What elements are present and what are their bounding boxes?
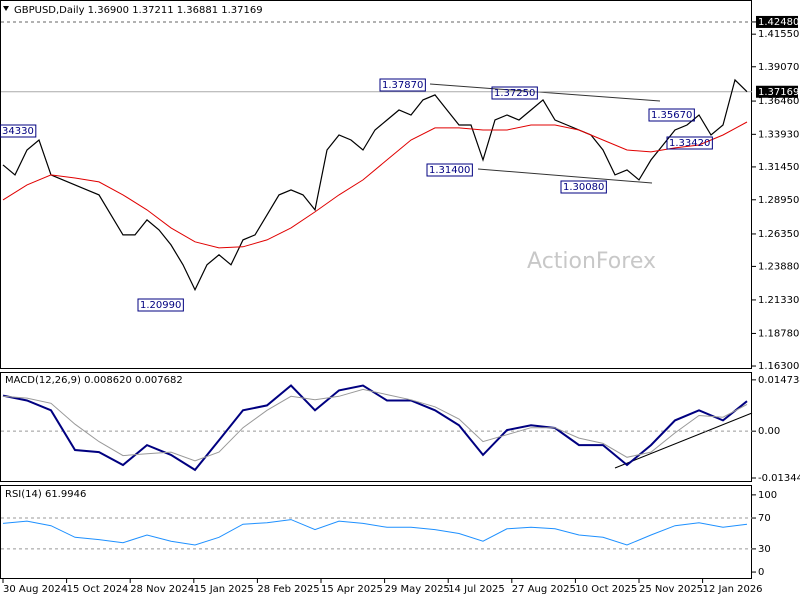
price-box (756, 15, 798, 28)
y-tick-label: 1.28950 (758, 195, 799, 206)
annotation-box (137, 298, 184, 312)
annotation-box (426, 163, 473, 177)
x-tick-label: 28 Nov 2024 (130, 584, 194, 595)
current-label: 1.37169 (758, 87, 799, 98)
x-tick-label: 10 Oct 2025 (575, 584, 637, 595)
annotation-box (0, 124, 37, 138)
title-arrow (3, 6, 9, 11)
annotation: 34330 (2, 126, 34, 137)
y-tick-label: 30 (758, 544, 771, 555)
series-line (2, 78, 748, 292)
rsi-panel (0, 485, 752, 579)
annotation: 1.35670 (651, 110, 692, 121)
x-tick-label: 25 Nov 2025 (639, 584, 703, 595)
y-tick-label: 1.36460 (758, 96, 799, 107)
y-tick-label: 1.26350 (758, 229, 799, 240)
annotation-box (666, 136, 713, 150)
x-tick-label: 15 Apr 2025 (321, 584, 383, 595)
y-tick-label: 0.00 (758, 426, 780, 437)
annotation: 1.30080 (563, 182, 604, 193)
x-tick-label: 29 May 2025 (385, 584, 450, 595)
y-tick-label: 1.23880 (758, 261, 799, 272)
chart-title: GBPUSD,Daily 1.36900 1.37211 1.36881 1.3… (14, 5, 263, 16)
series-line (2, 519, 748, 546)
series-line (2, 121, 748, 249)
y-tick-label: 100 (758, 490, 777, 501)
annotation: 1.37870 (382, 80, 423, 91)
annotation: 1.37250 (494, 88, 535, 99)
macd-panel (0, 372, 752, 482)
y-tick-label: 1.41550 (758, 29, 799, 40)
x-tick-label: 15 Jan 2025 (194, 584, 254, 595)
watermark: ActionForex (527, 249, 656, 274)
trendline (429, 83, 661, 102)
annotation-box (648, 108, 695, 122)
x-tick-label: 28 Feb 2025 (257, 584, 319, 595)
annotation: 1.20990 (140, 300, 181, 311)
main-panel (0, 0, 752, 369)
macd-title: MACD(12,26,9) 0.008620 0.007682 (5, 375, 183, 386)
y-tick-label: 1.42480 (758, 17, 799, 28)
y-tick-label: 0 (758, 567, 764, 578)
y-tick-label: 1.18780 (758, 328, 799, 339)
y-tick-label: 1.16300 (758, 361, 799, 372)
y-tick-label: 70 (758, 513, 771, 524)
x-tick-label: 27 Aug 2025 (512, 584, 576, 595)
y-tick-label: 1.21330 (758, 295, 799, 306)
x-tick-label: 12 Jan 2026 (703, 584, 763, 595)
price-box (756, 85, 798, 98)
y-tick-label: 0.014734 (758, 375, 800, 386)
annotation-box (491, 86, 538, 100)
annotation-box (560, 180, 607, 194)
x-tick-label: 14 Jul 2025 (448, 584, 505, 595)
series-line (2, 384, 748, 472)
trendline (477, 168, 653, 184)
series-line (2, 388, 748, 462)
annotation: 1.31400 (429, 165, 470, 176)
trendline (614, 412, 753, 469)
rsi-title: RSI(14) 61.9946 (5, 489, 86, 500)
y-tick-label: -0.013442 (758, 473, 800, 484)
y-tick-label: 1.33930 (758, 129, 799, 140)
annotation-box (379, 78, 426, 92)
y-tick-label: 1.31450 (758, 162, 799, 173)
x-tick-label: 15 Oct 2024 (67, 584, 129, 595)
annotation: 1.33420 (669, 138, 710, 149)
x-tick-label: 30 Aug 2024 (3, 584, 67, 595)
y-tick-label: 1.39070 (758, 62, 799, 73)
